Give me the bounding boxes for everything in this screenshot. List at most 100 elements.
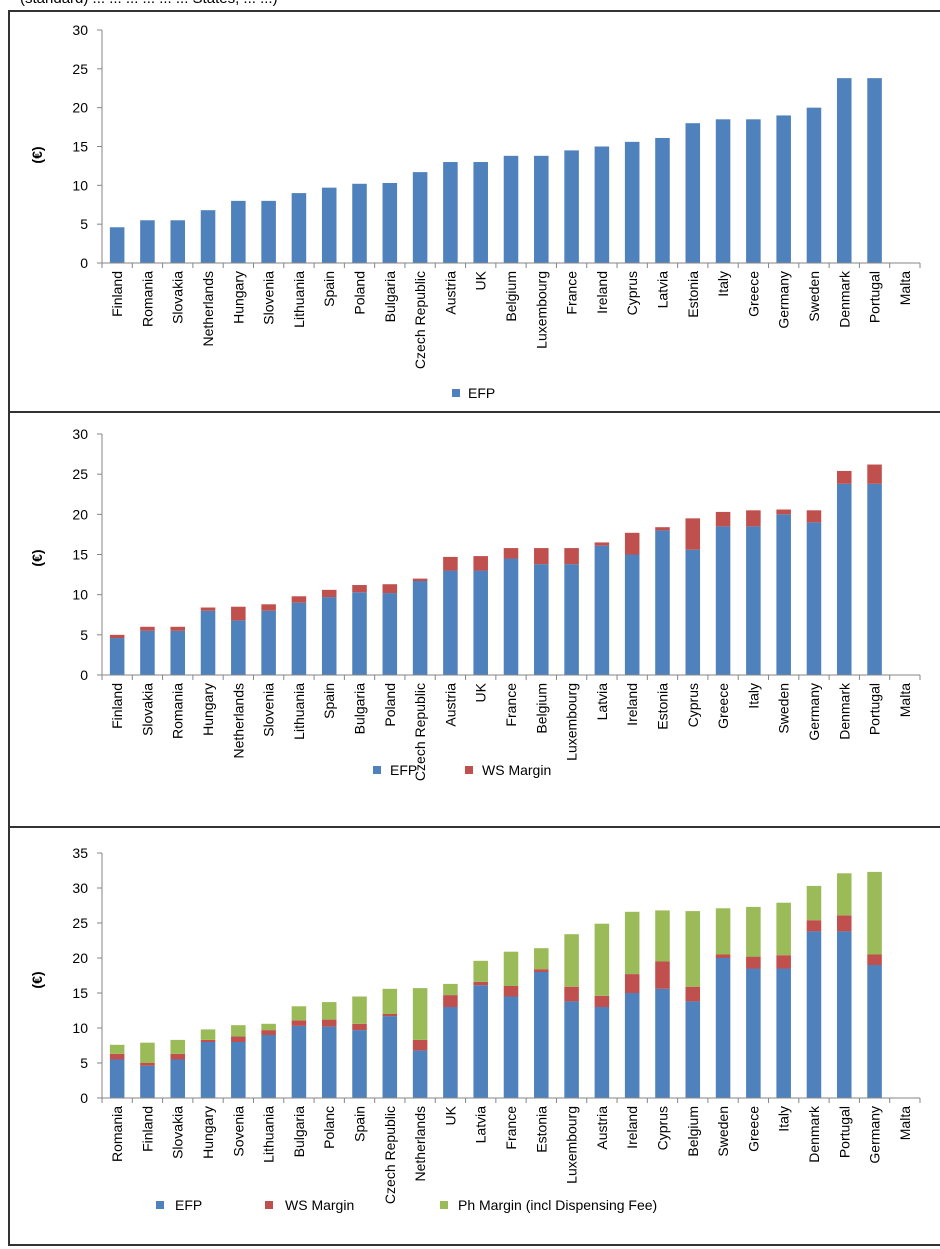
legend-swatch-ws-margin: [465, 766, 473, 774]
x-tick-label-austria: Austria: [442, 683, 458, 727]
bar-ph-margin-incl-dispensing-fee-sweden: [715, 908, 731, 955]
bar-efp-portugal: [867, 78, 882, 263]
x-tick-label-luxembourg: Luxembourg: [564, 1106, 580, 1184]
bar-ph-margin-incl-dispensing-fee-slovakia: [170, 1039, 186, 1054]
bar-efp-cyprus: [624, 141, 640, 263]
bar-efp-italy: [715, 119, 731, 263]
bar-ws-margin-greece: [715, 511, 731, 527]
x-tick-label-hungary: Hungary: [230, 271, 246, 324]
bar-ws-margin-slovakia: [170, 1053, 186, 1060]
x-tick-label-malta: Malta: [897, 271, 913, 305]
chart-total-price-components-by-country: 0 5 10 15 20 25 30 35 (€) Romania Finland Slovakia H…: [29, 845, 921, 1213]
x-tick-label-portugal: Portugal: [836, 1106, 852, 1158]
bar-ph-margin-incl-dispensing-fee-italy: [776, 902, 791, 956]
x-tick-label-bulgaria: Bulgaria: [382, 271, 398, 323]
chart-panel-efp-ws-margin: 0 5 10 15 20 25 30 (€) Finland Slovakia Romania Hun…: [8, 411, 940, 828]
bar-efp-netherlands: [412, 1050, 428, 1098]
legend-label-ws-margin: WS Margin: [285, 1197, 354, 1213]
x-tick-label-netherlands: Netherlands: [230, 683, 246, 759]
x-tick-label-poland: Poland: [352, 271, 368, 315]
bar-ws-margin-france: [503, 986, 519, 997]
bar-efp-bulgaria: [291, 1025, 307, 1098]
bar-efp-latvia: [594, 545, 610, 675]
bar-ws-margin-spain: [352, 1023, 367, 1031]
x-tick-label-hungary: Hungary: [200, 1106, 216, 1159]
bar-efp-slovenia: [261, 610, 276, 675]
y-tick-label: 15: [72, 547, 88, 563]
bar-ph-margin-incl-dispensing-fee-greece: [746, 906, 761, 957]
bar-efp-netherlands: [200, 210, 216, 263]
bar-ph-margin-incl-dispensing-fee-polanc: [321, 1002, 337, 1020]
x-tick-label-slovenia: Slovenia: [261, 271, 277, 325]
bar-ws-margin-italy: [746, 510, 761, 527]
y-axis-label: (€): [29, 549, 45, 566]
bar-efp-luxembourg: [564, 1001, 579, 1098]
y-axis-label: (€): [29, 146, 45, 163]
legend-swatch-efp: [156, 1201, 164, 1209]
y-tick-label: 25: [72, 466, 88, 482]
bar-efp-denmark: [836, 78, 852, 263]
bar-efp-finland: [109, 227, 125, 263]
bar-ph-margin-incl-dispensing-fee-estonia: [534, 948, 549, 970]
bar-efp-estonia: [655, 530, 670, 675]
x-tick-label-italy: Italy: [745, 683, 761, 709]
x-tick-label-spain: Spain: [321, 271, 337, 307]
x-tick-label-hungary: Hungary: [200, 683, 216, 736]
legend-label-efp: EFP: [175, 1197, 202, 1213]
x-tick-label-ireland: Ireland: [624, 1106, 640, 1149]
bar-efp-polanc: [321, 1026, 337, 1098]
x-tick-label-uk: UK: [442, 1105, 458, 1125]
bar-efp-ireland: [624, 993, 640, 1098]
x-tick-label-sweden: Sweden: [776, 683, 792, 734]
x-tick-label-france: France: [503, 1106, 519, 1150]
bar-efp-latvia: [473, 985, 488, 1098]
legend-label-efp: EFP: [390, 762, 417, 778]
x-tick-label-italy: Italy: [776, 1106, 792, 1132]
x-tick-label-poland: Poland: [382, 683, 398, 727]
bar-ph-margin-incl-dispensing-fee-sovenia: [231, 1025, 246, 1037]
y-tick-label: 10: [72, 587, 88, 603]
x-tick-label-slovenia: Slovenia: [261, 683, 277, 737]
bar-ws-margin-estonia: [655, 527, 670, 531]
y-tick-label: 30: [72, 426, 88, 442]
bar-efp-estonia: [534, 972, 549, 1098]
x-tick-label-sovenia: Sovenia: [230, 1106, 246, 1157]
y-tick-label: 10: [72, 177, 88, 193]
x-tick-label-bulgaria: Bulgaria: [352, 683, 368, 735]
bar-efp-france: [503, 558, 519, 675]
x-tick-label-france: France: [503, 683, 519, 727]
bar-ph-margin-incl-dispensing-fee-cyprus: [655, 910, 670, 962]
bar-efp-france: [564, 150, 579, 263]
bar-efp-spain: [321, 187, 337, 263]
bar-efp-germany: [806, 522, 822, 675]
legend-label-ph-margin-incl-dispensing-fee: Ph Margin (incl Dispensing Fee): [458, 1197, 657, 1213]
bar-efp-ireland: [624, 554, 640, 675]
bar-ph-margin-incl-dispensing-fee-spain: [352, 996, 367, 1024]
bar-ws-margin-hungary: [200, 607, 216, 611]
bar-ws-margin-germany: [867, 954, 882, 965]
bar-efp-poland: [382, 593, 398, 675]
bar-efp-romania: [109, 1059, 125, 1098]
legend-swatch-efp: [373, 766, 381, 774]
bar-ws-margin-cyprus: [685, 518, 701, 550]
bar-ws-margin-cyprus: [655, 961, 670, 989]
bar-efp-austria: [594, 1007, 610, 1098]
bar-ws-margin-netherlands: [231, 606, 246, 621]
bar-ws-margin-slovakia: [140, 626, 155, 631]
x-tick-label-austria: Austria: [594, 1106, 610, 1150]
bar-ws-margin-spain: [321, 589, 337, 598]
y-tick-label: 15: [72, 985, 88, 1001]
bar-efp-slovakia: [170, 1059, 186, 1098]
bar-efp-hungary: [200, 610, 216, 675]
y-tick-label: 0: [80, 1090, 88, 1106]
x-tick-label-uk: UK: [473, 682, 489, 702]
y-tick-label: 20: [72, 100, 88, 116]
bar-efp-denmark: [836, 483, 852, 675]
bar-ws-margin-netherlands: [412, 1039, 428, 1051]
x-tick-label-cyprus: Cyprus: [685, 683, 701, 727]
bar-ws-margin-sweden: [776, 509, 791, 515]
x-tick-label-latvia: Latvia: [654, 271, 670, 309]
bar-ws-margin-ireland: [624, 532, 640, 555]
x-tick-label-sweden: Sweden: [715, 1106, 731, 1157]
bar-efp-slovakia: [170, 220, 186, 263]
